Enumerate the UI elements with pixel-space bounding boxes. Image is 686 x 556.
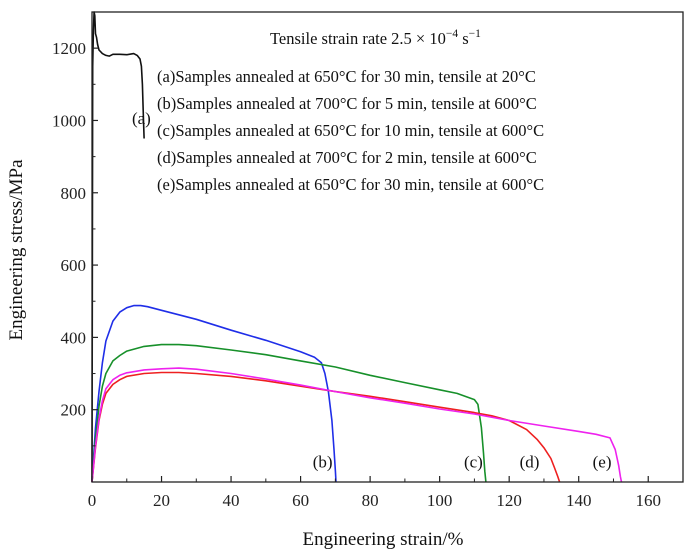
curve-label-e: (e) (593, 453, 612, 472)
curve-e (91, 367, 623, 483)
legend-entry-e: (e)Samples annealed at 650°C for 30 min,… (157, 175, 544, 194)
curve-c (91, 343, 487, 483)
x-tick-label: 60 (292, 491, 309, 510)
x-tick-label: 160 (635, 491, 661, 510)
x-tick-label: 40 (223, 491, 240, 510)
curve-label-d: (d) (520, 453, 540, 472)
y-tick-label: 800 (61, 184, 87, 203)
curve-label-b: (b) (313, 453, 333, 472)
x-tick-label: 80 (362, 491, 379, 510)
plot-frame (91, 11, 684, 483)
legend-entry-b: (b)Samples annealed at 700°C for 5 min, … (157, 94, 537, 113)
curve-b (91, 304, 337, 483)
legend-entry-d: (d)Samples annealed at 700°C for 2 min, … (157, 148, 537, 167)
axis-ticks: 0 20 40 60 80 100 120 140 160 200 400 600 800 1000 120… (52, 39, 661, 510)
y-tick-label: 1000 (52, 111, 86, 130)
strain-rate-exponent: −4 (446, 28, 458, 40)
legend-entry-c: (c)Samples annealed at 650°C for 10 min,… (157, 121, 544, 140)
x-axis-title: Engineering strain/% (303, 529, 464, 550)
y-tick-label: 600 (61, 256, 87, 275)
legend-entry-a: (a)Samples annealed at 650°C for 30 min,… (157, 67, 536, 86)
legend: (a)Samples annealed at 650°C for 30 min,… (157, 67, 544, 194)
x-tick-label: 20 (153, 491, 170, 510)
y-tick-label: 200 (61, 401, 87, 420)
y-tick-label: 1200 (52, 39, 86, 58)
curves-layer (91, 11, 623, 483)
y-axis-title: Engineering stress/MPa (6, 159, 27, 341)
y-tick-label: 400 (61, 328, 87, 347)
x-tick-label: 140 (566, 491, 592, 510)
curve-d (91, 371, 561, 483)
curve-labels: (a) (b) (c) (d) (e) (132, 109, 612, 471)
strain-rate-unit: s (458, 29, 469, 48)
curve-a (91, 11, 145, 483)
x-tick-label: 100 (427, 491, 453, 510)
curve-label-a: (a) (132, 109, 151, 128)
strain-rate-unit-exponent: −1 (469, 28, 481, 40)
curve-label-c: (c) (464, 453, 483, 472)
x-tick-label: 0 (88, 491, 97, 510)
strain-rate-note: Tensile strain rate 2.5 × 10−4 s−1 (270, 28, 481, 48)
x-tick-label: 120 (496, 491, 522, 510)
strain-rate-prefix: Tensile strain rate 2.5 × 10 (270, 29, 446, 48)
